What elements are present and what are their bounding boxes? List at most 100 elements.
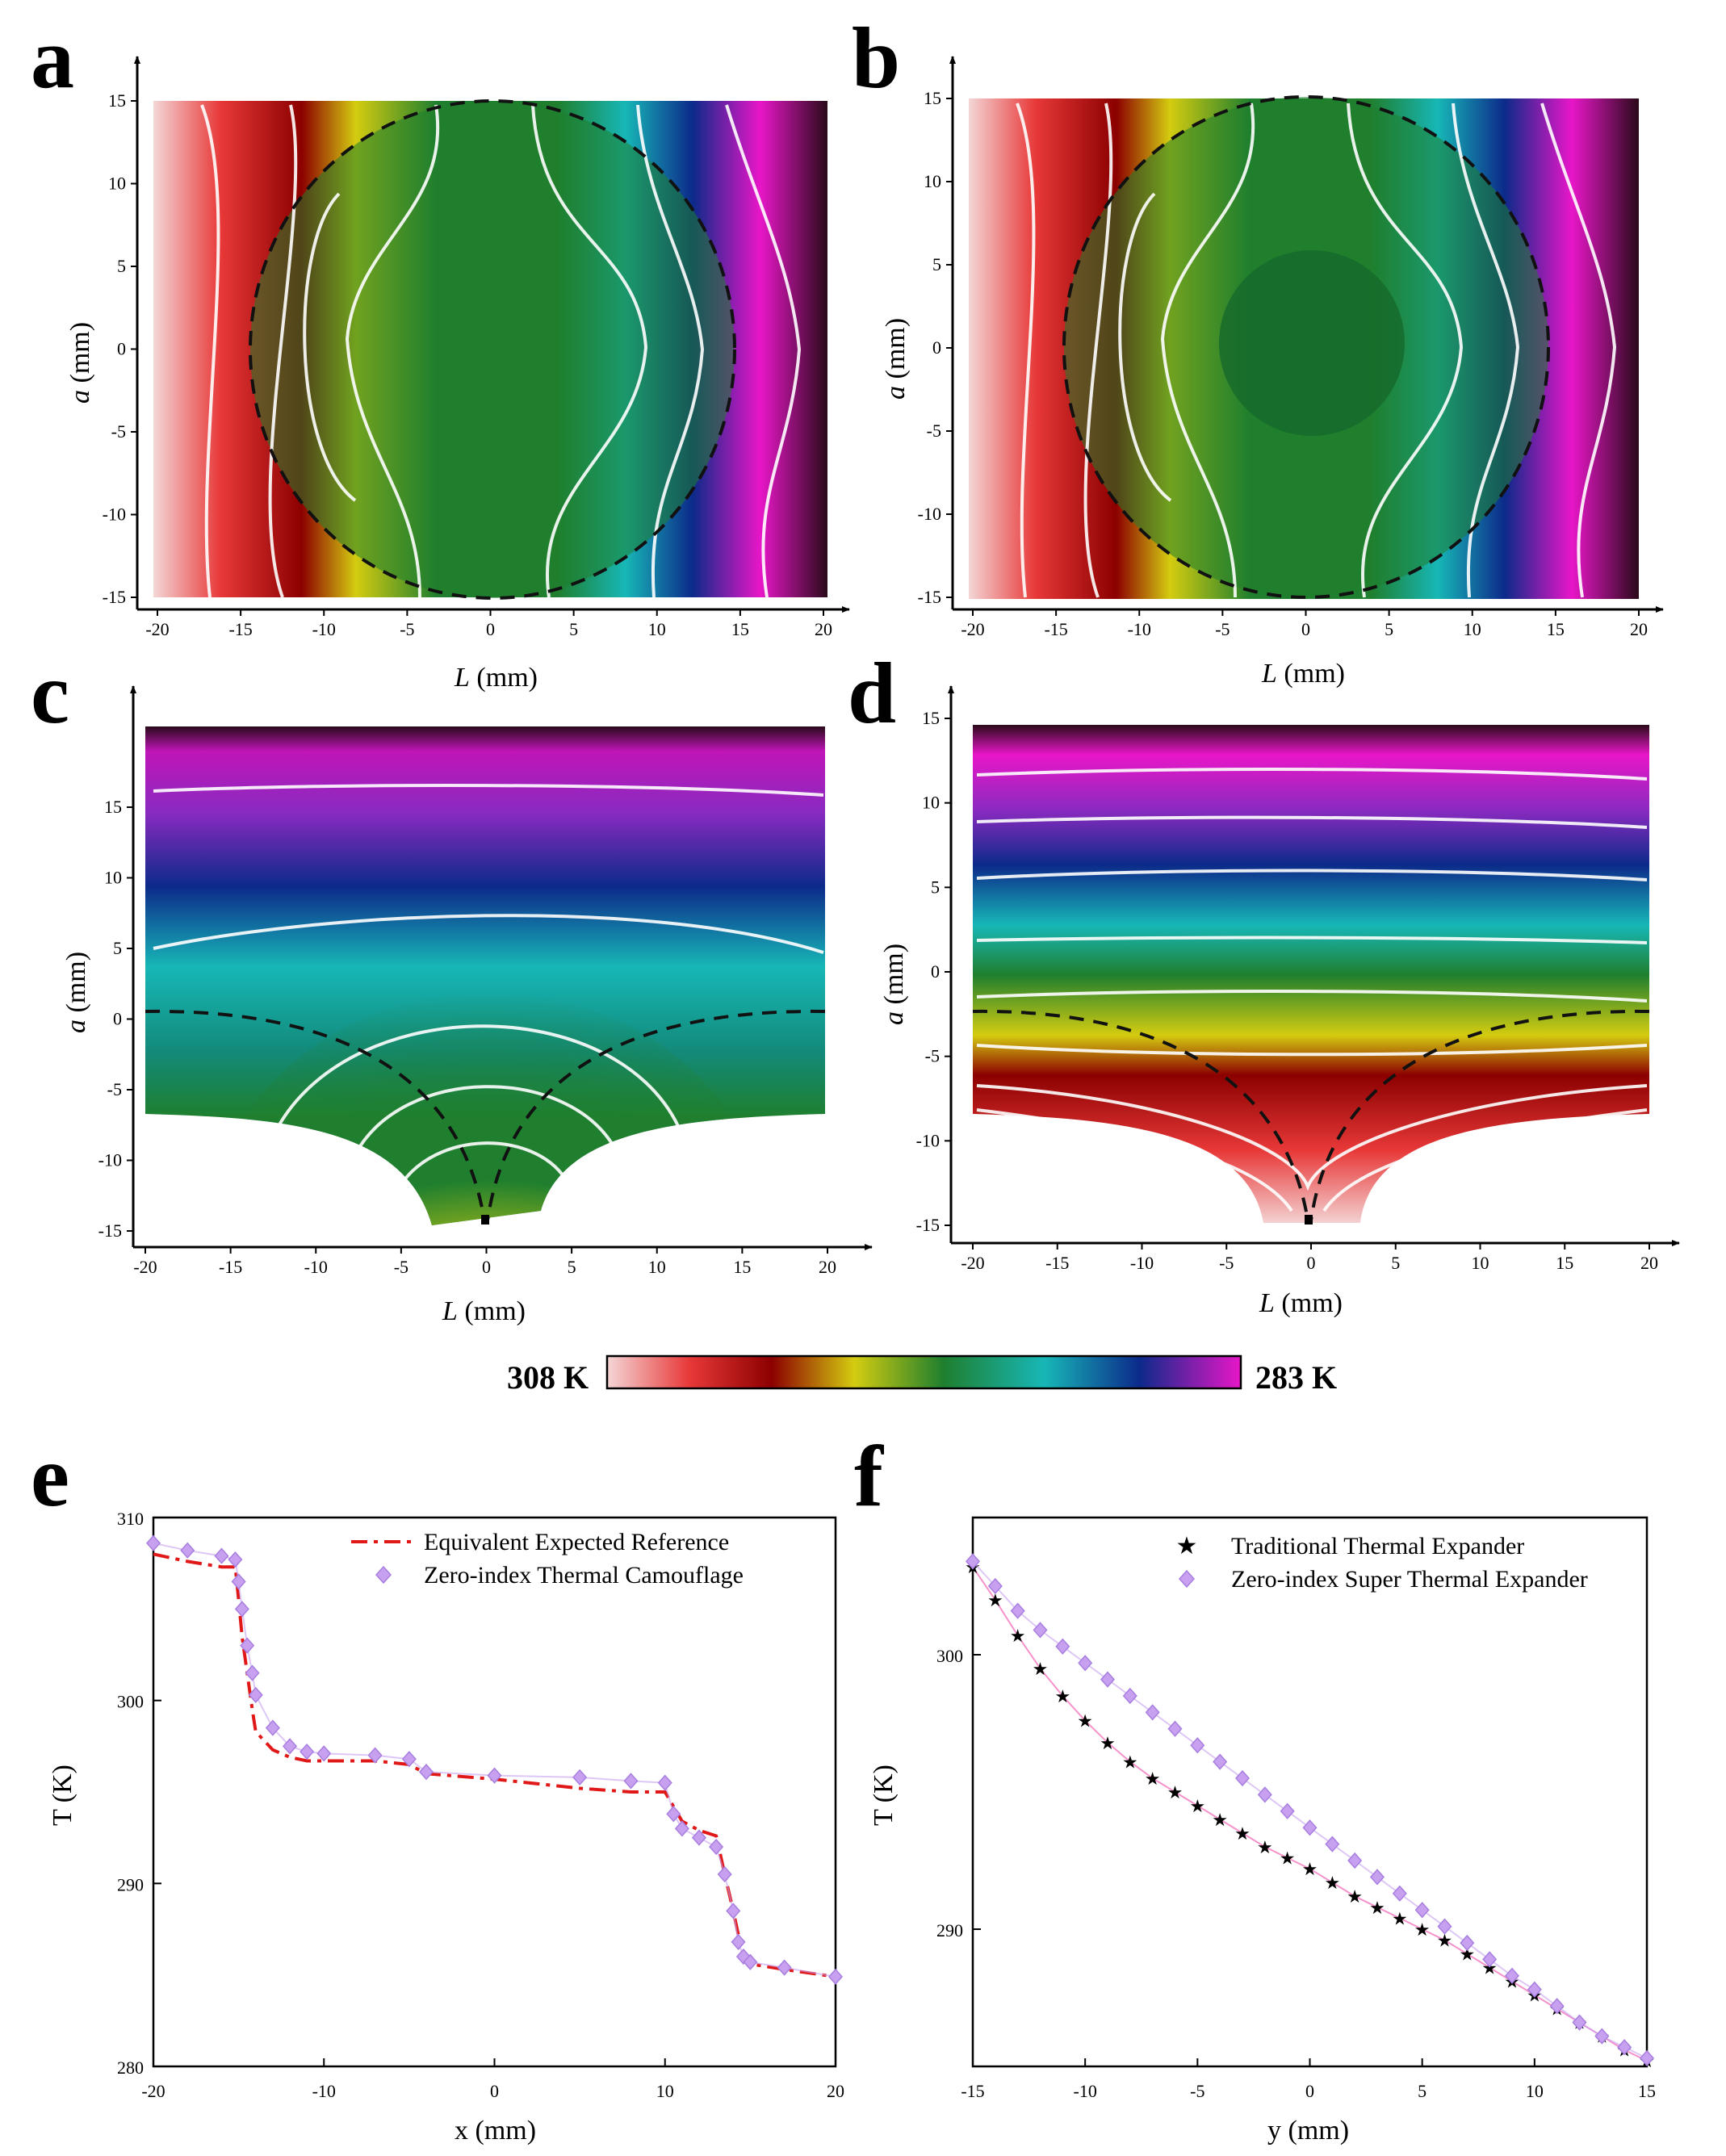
data-point-f-1-30 bbox=[1639, 2049, 1655, 2066]
data-point-f-1-26 bbox=[1549, 1998, 1565, 2015]
y-tick-label-d: 15 bbox=[922, 708, 940, 728]
data-point-f-1-23 bbox=[1482, 1951, 1498, 1968]
x-tick-label-b: 0 bbox=[1301, 619, 1310, 639]
data-point-e-1-11 bbox=[300, 1744, 315, 1760]
x-tick-label-a: -15 bbox=[228, 619, 252, 639]
y-axis-label-f: T (K) bbox=[869, 1765, 899, 1826]
data-point-e-1-20 bbox=[666, 1806, 681, 1823]
data-point-e-1-4 bbox=[231, 1573, 246, 1590]
x-axis-var-b: L bbox=[1261, 659, 1277, 689]
plot-frame-e bbox=[152, 1516, 837, 2068]
x-tick-label-a: 5 bbox=[569, 619, 578, 639]
y-axis-label-e: T (K) bbox=[48, 1765, 78, 1826]
x-tick-label-d: 20 bbox=[1640, 1253, 1658, 1273]
y-tick-label-e: 290 bbox=[117, 1874, 144, 1894]
legend-f: ★ Traditional Thermal Expander Zero-inde… bbox=[1176, 1533, 1588, 1593]
colorbar: 308 K 283 K bbox=[507, 1354, 1337, 1396]
legend-label-f-1: Zero-index Super Thermal Expander bbox=[1231, 1566, 1588, 1593]
x-tick-label-a: 10 bbox=[648, 619, 666, 639]
data-point-f-0-7: ★ bbox=[1122, 1752, 1138, 1773]
legend-label-f-0: Traditional Thermal Expander bbox=[1231, 1533, 1524, 1559]
legend-marker-f-0: ★ bbox=[1176, 1533, 1198, 1559]
panel-a: -20 -15 -10 -5 0 5 10 15 20 15 10 5 0 -5 -10 -15 a L (m… bbox=[31, 10, 850, 693]
source-point-d bbox=[1305, 1215, 1313, 1225]
data-point-f-1-28 bbox=[1594, 2028, 1610, 2045]
data-point-f-1-15 bbox=[1302, 1819, 1318, 1836]
data-point-f-1-7 bbox=[1122, 1687, 1137, 1705]
x-tick-label-c: -10 bbox=[304, 1257, 328, 1277]
hot-spot-c bbox=[214, 993, 763, 1225]
ticks-e: -20 -10 0 10 20 280 290 300 310 bbox=[117, 1509, 844, 2101]
data-point-f-1-25 bbox=[1527, 1981, 1542, 1998]
y-tick-label-d: -5 bbox=[925, 1046, 940, 1066]
data-point-f-1-18 bbox=[1369, 1869, 1385, 1886]
x-tick-label-c: 20 bbox=[819, 1257, 836, 1277]
camouflage-region-a bbox=[250, 101, 735, 598]
y-tick-label-c: 5 bbox=[113, 938, 122, 958]
data-point-e-1-23 bbox=[709, 1838, 724, 1856]
x-tick-label-d: -20 bbox=[961, 1253, 984, 1273]
data-point-e-1-10 bbox=[282, 1738, 298, 1755]
inner-object-b bbox=[1219, 250, 1405, 436]
panel-label-a: a bbox=[31, 10, 74, 107]
x-tick-label-e: -20 bbox=[141, 2081, 165, 2101]
data-point-f-0-9: ★ bbox=[1167, 1782, 1183, 1802]
data-point-e-1-18 bbox=[623, 1773, 639, 1790]
y-axis-unit-c: (mm) bbox=[61, 952, 91, 1019]
data-point-e-1-21 bbox=[674, 1820, 689, 1837]
dashed-guides-d bbox=[972, 1009, 1650, 1221]
y-axis-var-d: a bbox=[879, 1011, 909, 1025]
y-tick-label-a: 10 bbox=[108, 174, 126, 194]
y-axis-unit-a: (mm) bbox=[65, 322, 95, 390]
data-point-e-1-13 bbox=[367, 1747, 383, 1764]
data-point-e-1-25 bbox=[726, 1903, 741, 1919]
y-tick-label-b: -5 bbox=[927, 421, 941, 441]
y-tick-label-a: -10 bbox=[103, 504, 126, 525]
data-point-f-0-16: ★ bbox=[1324, 1873, 1340, 1893]
y-tick-label-c: -5 bbox=[107, 1079, 122, 1099]
data-point-e-1-26 bbox=[731, 1933, 746, 1950]
dashed-boundary-a bbox=[249, 99, 736, 600]
y-tick-label-c: -15 bbox=[98, 1220, 122, 1241]
y-tick-label-d: -10 bbox=[916, 1130, 940, 1150]
panel-b: -20 -15 -10 -5 0 5 10 15 20 15 10 5 0 -5 -10 -15 b L (m… bbox=[852, 10, 1664, 689]
x-tick-label-a: 0 bbox=[486, 619, 495, 639]
x-tick-label-e: 0 bbox=[490, 2081, 499, 2101]
data-point-e-1-5 bbox=[234, 1601, 249, 1618]
axes-a bbox=[134, 56, 850, 613]
data-point-f-0-3: ★ bbox=[1033, 1659, 1049, 1679]
data-point-e-1-8 bbox=[248, 1686, 263, 1703]
series-f: ★★★★★★★★★★★★★★★★★★★★★★★★★★★★★★★ bbox=[965, 1553, 1655, 2071]
data-point-e-1-17 bbox=[572, 1769, 588, 1786]
data-point-e-1-2 bbox=[214, 1547, 229, 1564]
colorbar-gradient bbox=[605, 1354, 1242, 1390]
x-tick-label-d: 5 bbox=[1391, 1253, 1400, 1273]
y-axis-unit-b: (mm) bbox=[881, 318, 911, 386]
y-axis-var-c: a bbox=[61, 1019, 91, 1033]
data-point-f-1-22 bbox=[1460, 1934, 1475, 1952]
data-point-f-1-9 bbox=[1167, 1720, 1183, 1737]
x-axis-label-f: y (mm) bbox=[1267, 2116, 1349, 2146]
y-tick-label-c: 0 bbox=[113, 1009, 122, 1029]
source-point-c bbox=[481, 1215, 489, 1225]
data-point-e-1-28 bbox=[743, 1953, 758, 1970]
y-tick-label-a: -5 bbox=[111, 421, 126, 442]
x-tick-label-a: -20 bbox=[145, 619, 169, 639]
x-axis-label-b: L (mm) bbox=[1261, 659, 1345, 689]
data-point-f-0-18: ★ bbox=[1369, 1898, 1385, 1918]
y-tick-label-a: 5 bbox=[117, 256, 126, 276]
x-axis-unit-c: (mm) bbox=[458, 1296, 526, 1326]
y-axis-label-c: a (mm) bbox=[61, 952, 91, 1033]
x-tick-label-c: 10 bbox=[648, 1257, 666, 1277]
isotherms-c bbox=[153, 784, 824, 1188]
x-axis-label-d: L (mm) bbox=[1259, 1288, 1343, 1318]
y-tick-label-a: -15 bbox=[103, 587, 126, 607]
data-point-f-0-14: ★ bbox=[1280, 1848, 1296, 1869]
legend-e: Equivalent Expected Reference Zero-index… bbox=[351, 1529, 744, 1589]
y-tick-label-a: 0 bbox=[117, 339, 126, 359]
x-axis-unit-a: (mm) bbox=[470, 663, 538, 693]
data-point-f-1-16 bbox=[1325, 1836, 1340, 1852]
x-tick-label-d: 15 bbox=[1556, 1253, 1573, 1273]
